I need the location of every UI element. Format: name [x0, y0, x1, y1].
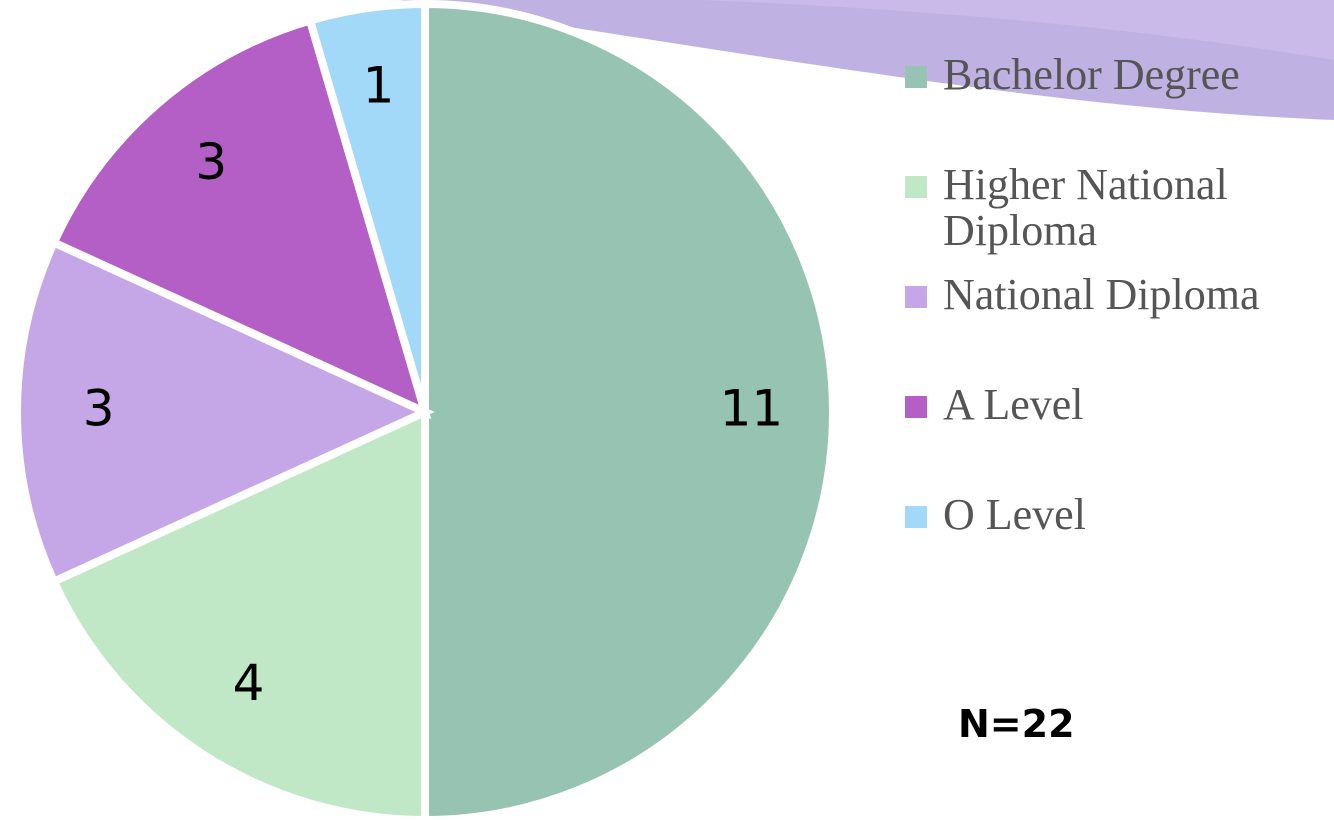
pie-slice [48, 405, 429, 820]
legend-label: Bachelor Degree [943, 50, 1240, 99]
legend: Bachelor Degree Higher National Diploma Na… [905, 52, 1325, 538]
data-label: 4 [233, 654, 265, 712]
legend-swatch [905, 396, 927, 418]
data-label: 11 [720, 380, 784, 438]
legend-swatch [905, 286, 927, 308]
annotation: N=22 [958, 702, 1075, 746]
legend-item: O Level [905, 492, 1325, 538]
legend-swatch [905, 506, 927, 528]
legend-item: National Diploma [905, 272, 1325, 318]
legend-item: Bachelor Degree [905, 52, 1325, 98]
legend-swatch [905, 176, 927, 198]
legend-item: A Level [905, 382, 1325, 428]
data-label: 3 [83, 380, 115, 438]
legend-label: A Level [943, 380, 1084, 429]
legend-label: National Diploma [943, 270, 1260, 319]
pie-slice [48, 15, 432, 420]
data-label: 3 [195, 133, 227, 191]
legend-swatch [905, 66, 927, 88]
decor-swoosh [400, 0, 1334, 120]
data-label: 1 [363, 56, 395, 114]
legend-item: Higher National Diploma [905, 162, 1325, 254]
legend-label: O Level [943, 490, 1086, 539]
pie [13, 0, 837, 820]
decor-swoosh [700, 0, 1334, 60]
legend-label: Higher National Diploma [943, 160, 1228, 255]
pie-slice [421, 0, 837, 820]
pie-slice [13, 237, 435, 587]
pie-slice [305, 0, 429, 414]
